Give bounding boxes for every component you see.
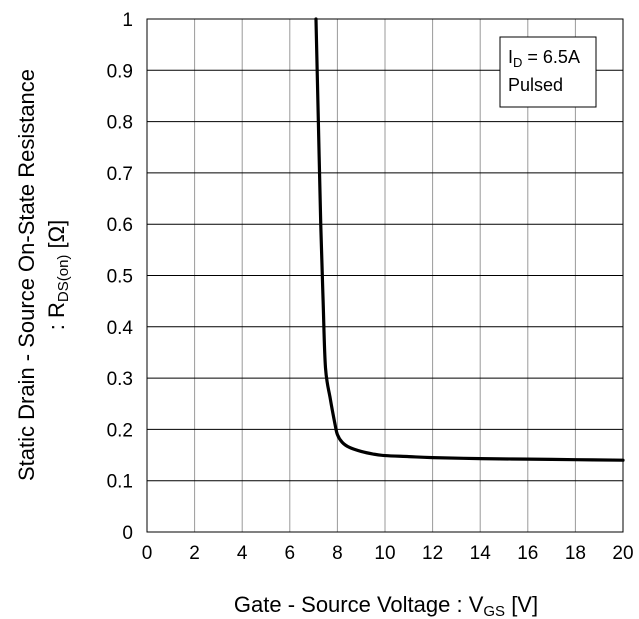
plot-frame — [146, 18, 624, 533]
y-tick-label: 0 — [122, 523, 133, 544]
y-tick-label: 0.8 — [107, 113, 133, 134]
x-tick-label: 12 — [422, 543, 443, 564]
y-tick-label: 0.1 — [107, 472, 133, 493]
x-tick-label: 14 — [470, 543, 492, 564]
annotation-line1: ID = 6.5A — [508, 47, 580, 70]
y-tick-label: 0.7 — [107, 164, 133, 185]
y-axis-label: Static Drain - Source On-State Resistanc… — [14, 69, 72, 481]
y-tick-labels: 0 0.1 0.2 0.3 0.4 0.5 0.6 0.7 0.8 0.9 1 — [107, 10, 134, 544]
y-tick-label: 0.2 — [107, 420, 133, 441]
y-tick-label: 0.9 — [107, 61, 133, 82]
y-axis-label-line1: Static Drain - Source On-State Resistanc… — [14, 69, 39, 481]
x-tick-label: 4 — [237, 543, 248, 564]
x-tick-labels: 0 2 4 6 8 10 12 14 16 18 20 — [142, 543, 634, 564]
series-line — [314, 17, 625, 462]
annotation-box: ID = 6.5A Pulsed — [499, 36, 597, 108]
y-axis-label-line2: : RDS(on) [Ω] — [44, 220, 72, 330]
annotation-line2: Pulsed — [508, 75, 563, 95]
x-axis-label: Gate - Source Voltage : VGS [V] — [234, 592, 538, 619]
y-tick-label: 0.4 — [107, 318, 134, 339]
y-tick-label: 0.5 — [107, 267, 133, 288]
x-tick-label: 2 — [189, 543, 200, 564]
y-tick-label: 1 — [122, 10, 133, 31]
x-tick-label: 6 — [285, 543, 296, 564]
x-tick-label: 10 — [374, 543, 395, 564]
x-tick-label: 16 — [517, 543, 538, 564]
x-tick-label: 0 — [142, 543, 153, 564]
x-tick-label: 8 — [332, 543, 343, 564]
x-tick-label: 18 — [565, 543, 586, 564]
y-tick-label: 0.3 — [107, 369, 133, 390]
y-tick-label: 0.6 — [107, 215, 133, 236]
x-tick-label: 20 — [612, 543, 633, 564]
